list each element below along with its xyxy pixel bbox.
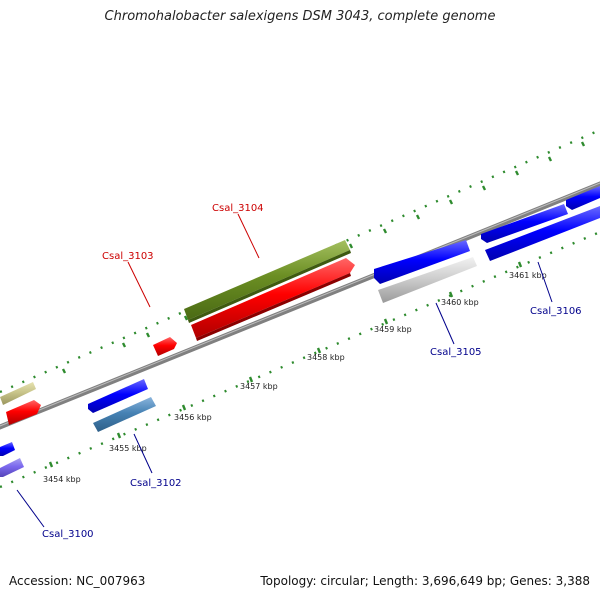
major-tick bbox=[415, 214, 421, 220]
map-title: Chromohalobacter salexigens DSM 3043, co… bbox=[104, 9, 496, 24]
gene-arrow-olive-shade bbox=[188, 250, 351, 323]
gene-arrow-red-3104 bbox=[191, 258, 355, 338]
forward-strand-features bbox=[0, 240, 355, 425]
major-tick bbox=[61, 368, 67, 374]
accession-text: Accession: NC_007963 bbox=[9, 574, 146, 588]
gene-label-csal-3106[interactable]: Csal_3106 bbox=[530, 306, 582, 317]
major-tick bbox=[348, 243, 354, 249]
scale-label: 3457 kbp bbox=[240, 382, 278, 391]
gene-arrow-olive-3104 bbox=[184, 240, 350, 320]
leader-line bbox=[16, 489, 45, 528]
gene-arrow-gray-3105 bbox=[378, 257, 477, 303]
scale-label: 3454 kbp bbox=[43, 475, 81, 484]
gene-label-csal-3104[interactable]: Csal_3104 bbox=[212, 203, 264, 214]
major-tick bbox=[448, 291, 454, 298]
gene-arrow-blue-3105 bbox=[374, 240, 470, 284]
major-tick bbox=[116, 432, 122, 439]
major-tick bbox=[580, 141, 586, 147]
scale-label: 3460 kbp bbox=[441, 298, 479, 307]
gene-arrow-khaki bbox=[0, 382, 36, 405]
major-tick bbox=[183, 315, 189, 321]
major-tick bbox=[448, 199, 454, 205]
leader-line bbox=[435, 302, 455, 345]
gene-arrow-blue-right-top bbox=[566, 186, 600, 210]
gene-arrow-blue-3106a bbox=[481, 204, 568, 243]
scale-label: 3458 kbp bbox=[307, 353, 345, 362]
gene-arrow-red-3103 bbox=[153, 337, 177, 356]
gene-arrow-blue-left bbox=[0, 442, 15, 456]
major-tick bbox=[383, 318, 389, 325]
gene-label-csal-3105[interactable]: Csal_3105 bbox=[430, 347, 482, 358]
scale-label: 3459 kbp bbox=[374, 325, 412, 334]
gene-label-csal-3100[interactable]: Csal_3100 bbox=[42, 529, 94, 540]
leader-line bbox=[537, 261, 553, 303]
scale-labels: 3454 kbp 3455 kbp 3456 kbp 3457 kbp 3458… bbox=[43, 271, 547, 484]
major-tick bbox=[514, 170, 520, 176]
gene-arrow-red-3104-shade bbox=[196, 273, 351, 341]
leader-lines bbox=[16, 213, 553, 528]
scale-label: 3456 kbp bbox=[174, 413, 212, 422]
major-tick bbox=[517, 261, 523, 268]
gene-label-csal-3102[interactable]: Csal_3102 bbox=[130, 478, 182, 489]
gene-label-csal-3103[interactable]: Csal_3103 bbox=[102, 251, 154, 262]
genome-backbone bbox=[0, 181, 600, 430]
genome-stats-text: Topology: circular; Length: 3,696,649 bp… bbox=[260, 574, 590, 588]
major-tick bbox=[481, 185, 487, 191]
leader-line bbox=[133, 433, 153, 474]
major-tick bbox=[145, 332, 151, 338]
reverse-strand-features bbox=[0, 186, 600, 477]
leader-line bbox=[237, 213, 260, 259]
major-tick bbox=[248, 376, 254, 383]
gene-arrow-red-small-left bbox=[6, 400, 41, 425]
gene-labels: Csal_3100 Csal_3102 Csal_3103 Csal_3104 … bbox=[42, 203, 582, 540]
major-tick bbox=[48, 461, 54, 468]
scale-label: 3455 kbp bbox=[109, 444, 147, 453]
major-tick bbox=[316, 347, 322, 354]
major-tick bbox=[547, 156, 553, 162]
lower-major-ticks bbox=[48, 261, 523, 468]
gene-arrow-blue-3102a bbox=[88, 379, 148, 413]
genome-backbone-highlight bbox=[0, 182, 600, 427]
gene-arrow-steel-3102 bbox=[93, 397, 156, 432]
scale-label: 3461 kbp bbox=[509, 271, 547, 280]
major-tick bbox=[181, 404, 187, 411]
leader-line bbox=[127, 261, 151, 308]
gene-arrow-blue-3106b bbox=[485, 206, 600, 261]
major-tick bbox=[382, 228, 388, 234]
gene-arrow-lavender bbox=[0, 458, 24, 477]
major-tick bbox=[121, 342, 127, 348]
